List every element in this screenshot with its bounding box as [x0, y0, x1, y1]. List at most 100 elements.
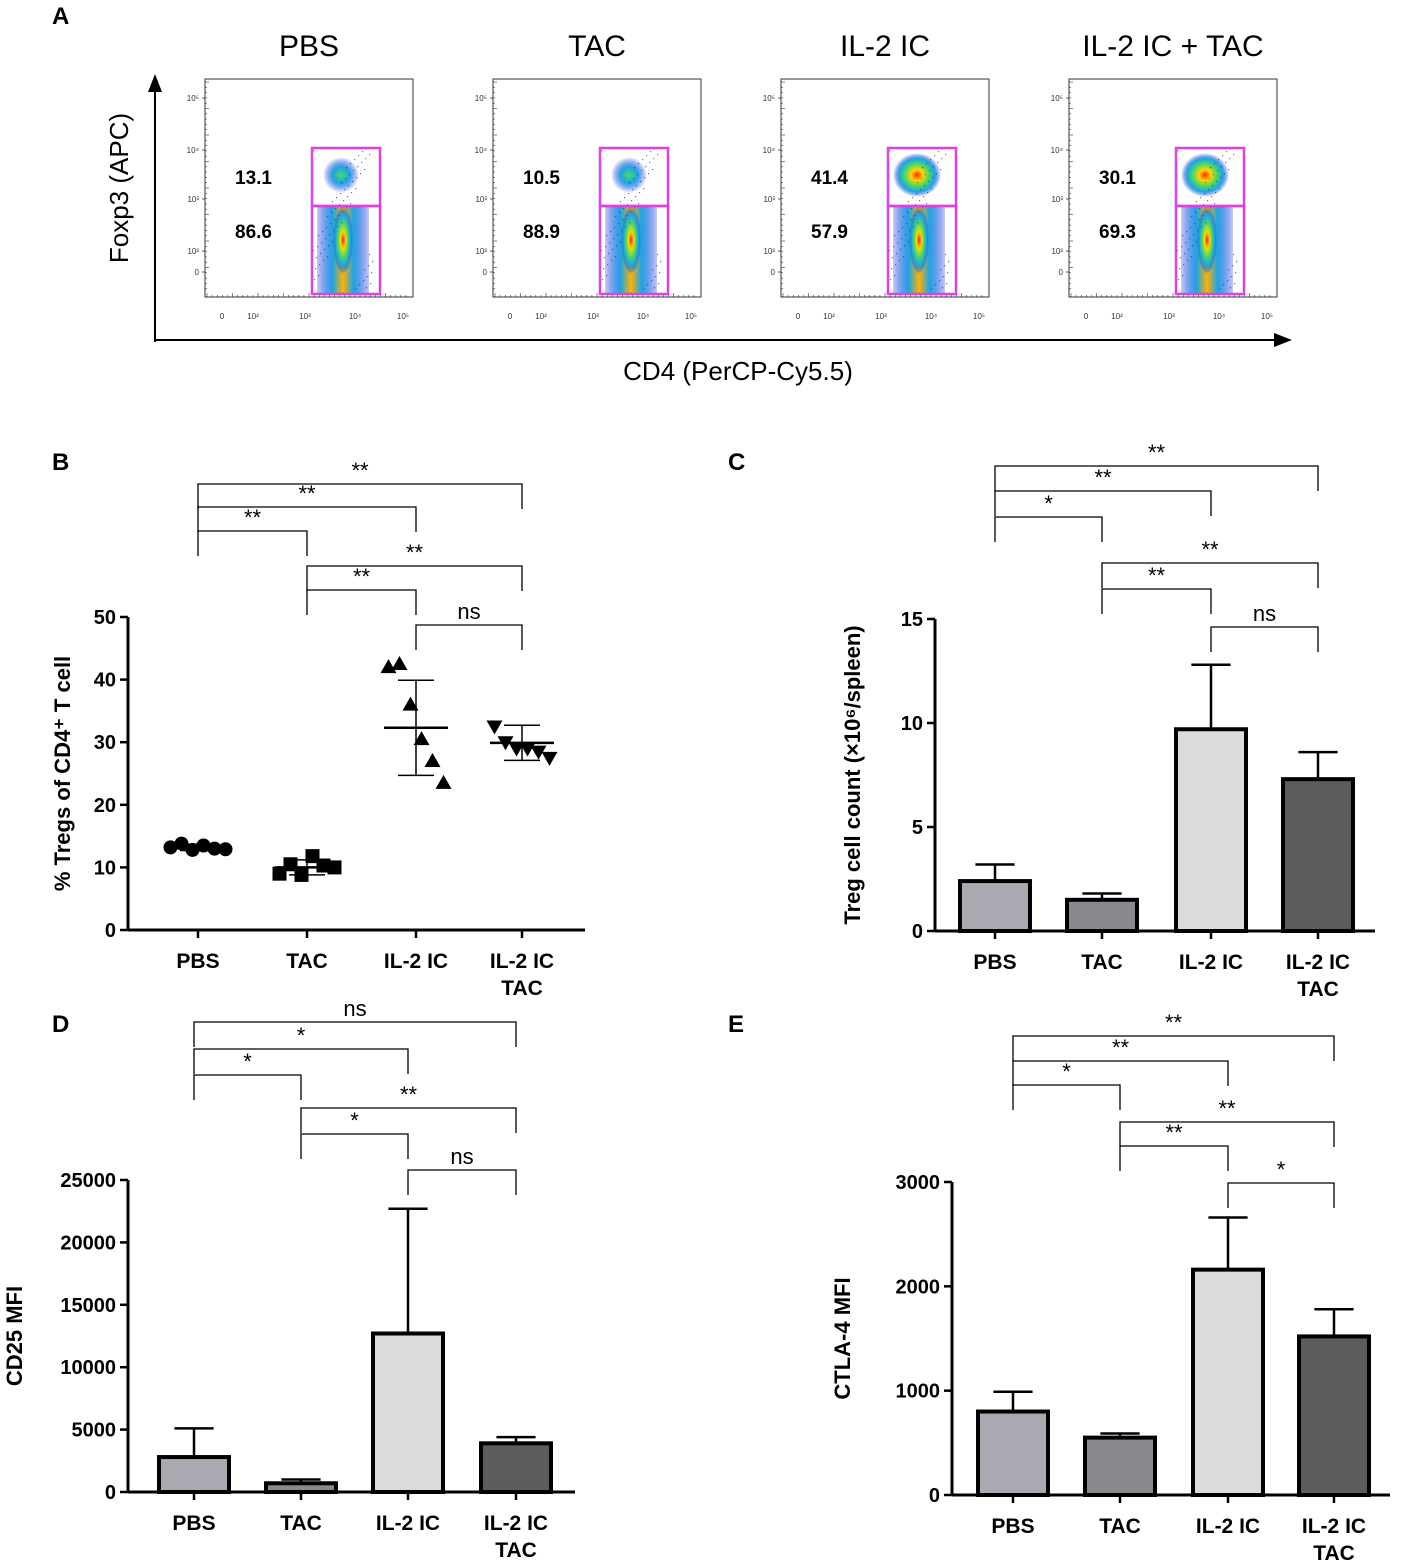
- data-point: [402, 696, 419, 711]
- data-point: [541, 751, 558, 766]
- significance-label: ns: [343, 996, 366, 1021]
- flow-plot-frame: [492, 78, 702, 298]
- flow-x-tick: 10³: [299, 312, 311, 321]
- significance-label: **: [1165, 1120, 1183, 1145]
- flow-y-tick: 10²: [763, 247, 775, 256]
- flow-plot-frame: [780, 78, 990, 298]
- flow-density-upper: [1181, 153, 1229, 197]
- x-tick-label: PBS: [172, 1512, 215, 1535]
- panel-a-flow-plots: Foxp3 (APC) CD4 (PerCP-Cy5.5) PBS 10⁵ 10⁴ 1…: [104, 30, 1292, 386]
- y-tick-label: 5: [912, 817, 923, 839]
- y-axis-label: % Tregs of CD4⁺ T cell: [50, 656, 75, 891]
- significance-label: ns: [457, 599, 480, 624]
- significance-label: **: [1094, 465, 1112, 490]
- bar: [1281, 777, 1355, 933]
- significance-label: ns: [1253, 601, 1276, 626]
- x-tick-label: IL-2 IC TAC: [1302, 1515, 1366, 1565]
- y-axis-label: Treg cell count (×10⁶/spleen): [840, 625, 865, 924]
- significance-bracket: [994, 465, 1319, 491]
- significance-bracket: [415, 624, 523, 650]
- panel-a-y-label: Foxp3 (APC): [104, 113, 134, 263]
- flow-x-tick: 10⁵: [973, 312, 985, 321]
- significance-label: **: [1201, 537, 1219, 562]
- significance-bracket: [300, 1107, 517, 1133]
- significance-bracket: [193, 1074, 302, 1100]
- significance-bracket: [193, 1048, 409, 1074]
- y-tick-label: 2000: [896, 1276, 941, 1298]
- gate-lower: [886, 204, 958, 296]
- significance-label: ns: [450, 1144, 473, 1169]
- data-point: [435, 774, 452, 789]
- data-point: [196, 838, 211, 853]
- y-tick-label: 40: [94, 670, 116, 692]
- flow-y-tick: 10⁴: [187, 146, 200, 155]
- data-point: [272, 866, 287, 881]
- flow-x-tick: 10⁵: [1261, 312, 1273, 321]
- significance-label: *: [297, 1023, 306, 1048]
- bar: [958, 879, 1032, 934]
- flow-y-tick: 10²: [1051, 247, 1063, 256]
- y-tick-label: 20: [94, 795, 116, 817]
- flow-x-tick: 0: [508, 312, 513, 321]
- x-tick-label: TAC: [280, 1512, 322, 1535]
- flow-density-core: [909, 206, 929, 274]
- x-tick-label: IL-2 IC TAC: [490, 950, 554, 1000]
- significance-label: **: [244, 505, 262, 530]
- panel-a-y-arrowhead: [148, 74, 162, 92]
- x-tick-label: PBS: [973, 951, 1016, 974]
- significance-label: *: [1277, 1157, 1286, 1182]
- data-point: [508, 742, 525, 757]
- y-tick-label: 50: [94, 607, 116, 629]
- gate-upper-percent: 30.1: [1099, 168, 1136, 189]
- data-point: [316, 858, 331, 873]
- significance-label: *: [243, 1049, 252, 1074]
- y-tick-label: 15000: [60, 1295, 116, 1317]
- data-point: [413, 731, 430, 746]
- significance-bracket: [1012, 1060, 1229, 1086]
- significance-label: **: [1165, 1010, 1183, 1035]
- data-point: [530, 745, 547, 760]
- flow-y-tick: 10³: [1051, 195, 1063, 204]
- significance-label: **: [298, 481, 316, 506]
- bar: [976, 1409, 1050, 1497]
- x-tick-label: IL-2 IC: [1196, 1515, 1260, 1538]
- y-tick-label: 30: [94, 732, 116, 754]
- flow-plot-frame: [1068, 78, 1278, 298]
- gate-lower-percent: 69.3: [1099, 222, 1136, 243]
- flow-y-tick: 10⁵: [763, 94, 775, 103]
- flow-y-tick: 10⁴: [475, 146, 488, 155]
- y-tick-label: 5000: [72, 1420, 117, 1442]
- flow-density-upper: [323, 157, 359, 193]
- significance-label: **: [1148, 440, 1166, 465]
- flow-x-tick: 10⁵: [397, 312, 409, 321]
- y-tick-label: 25000: [60, 1170, 116, 1192]
- significance-label: **: [353, 564, 371, 589]
- y-tick-label: 10000: [60, 1357, 116, 1379]
- significance-label: **: [1112, 1035, 1130, 1060]
- bar: [479, 1441, 553, 1495]
- panel-label-d: D: [52, 1011, 69, 1038]
- flow-x-tick: 10²: [535, 312, 547, 321]
- flow-y-tick: 10³: [187, 195, 199, 204]
- y-tick-label: 0: [912, 921, 923, 943]
- data-point: [391, 655, 408, 670]
- significance-label: **: [1148, 563, 1166, 588]
- flow-y-tick: 0: [195, 268, 200, 277]
- significance-label: **: [351, 458, 369, 483]
- flow-density-core: [1197, 206, 1217, 274]
- flow-plot-4: IL-2 IC + TAC 10⁵ 10⁴ 10³ 10² 0 0 10² 10³ 10⁴ 10⁵ 3…: [1051, 30, 1278, 321]
- flow-y-tick: 10⁴: [1051, 146, 1064, 155]
- gate-upper-percent: 10.5: [523, 168, 560, 189]
- flow-y-tick: 10³: [475, 195, 487, 204]
- x-tick-label: IL-2 IC TAC: [484, 1512, 548, 1562]
- flow-y-tick: 0: [771, 268, 776, 277]
- significance-bracket: [197, 483, 523, 509]
- bar: [157, 1455, 231, 1495]
- y-tick-label: 15: [901, 609, 923, 631]
- y-tick-label: 1000: [896, 1381, 941, 1403]
- gate-lower: [1174, 204, 1246, 296]
- significance-bracket: [300, 1133, 409, 1159]
- flow-x-tick: 10²: [823, 312, 835, 321]
- significance-bracket: [1101, 588, 1212, 614]
